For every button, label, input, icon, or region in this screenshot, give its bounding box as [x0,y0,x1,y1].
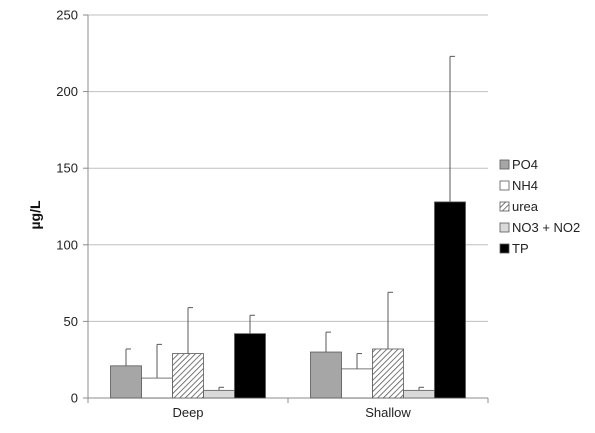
legend-label: urea [512,199,539,214]
y-tick-label: 150 [56,161,78,176]
legend-swatch [499,159,510,170]
legend-label: NO3 + NO2 [512,220,580,235]
y-axis-label: µg/L [27,200,43,230]
axes: 0 50 100 150 200 250 Deep Shallow [56,8,489,420]
bars [110,55,466,399]
y-tick-label: 250 [56,8,78,23]
bar-urea-shallow [372,348,404,399]
y-tick-label: 0 [71,391,78,406]
y-tick-label: 200 [56,84,78,99]
legend-swatch [499,201,510,212]
bar-no3-no2-deep [203,389,235,399]
legend: PO4 NH4 urea NO3 + NO2 TP [499,157,580,256]
x-category-label: Deep [172,405,203,420]
y-tick-label: 50 [64,314,78,329]
y-tick-label: 100 [56,237,78,252]
legend-label: PO4 [512,157,538,172]
legend-label: NH4 [512,178,538,193]
legend-swatch [499,180,510,191]
bar-po4-deep [110,365,142,399]
gridlines [88,14,488,322]
bar-po4-shallow [310,351,342,399]
legend-label: TP [512,241,529,256]
bar-nh4-shallow [341,368,373,399]
bar-no3-no2-shallow [403,389,435,399]
bar-tp-shallow [434,201,466,399]
bar-urea-deep [172,353,204,399]
bar-tp-deep [234,333,266,399]
legend-swatch [499,222,510,233]
bar-nh4-deep [141,377,173,399]
legend-swatch [499,243,510,254]
x-category-label: Shallow [365,405,411,420]
